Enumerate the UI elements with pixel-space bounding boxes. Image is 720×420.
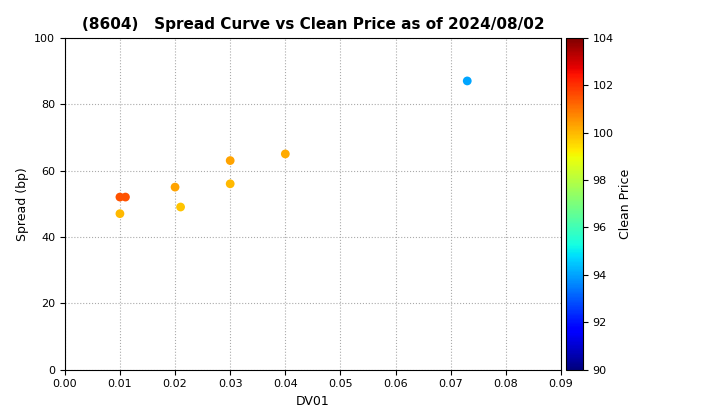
Point [279,150,291,157]
Point [114,194,126,200]
Title: (8604)   Spread Curve vs Clean Price as of 2024/08/02: (8604) Spread Curve vs Clean Price as of… [81,18,544,32]
Point [114,210,126,217]
Point [175,204,186,210]
Point [462,78,473,84]
X-axis label: DV01: DV01 [296,395,330,408]
Y-axis label: Spread (bp): Spread (bp) [16,167,29,241]
Point [169,184,181,190]
Point [225,157,236,164]
Y-axis label: Clean Price: Clean Price [619,168,632,239]
Point [225,181,236,187]
Point [120,194,131,200]
